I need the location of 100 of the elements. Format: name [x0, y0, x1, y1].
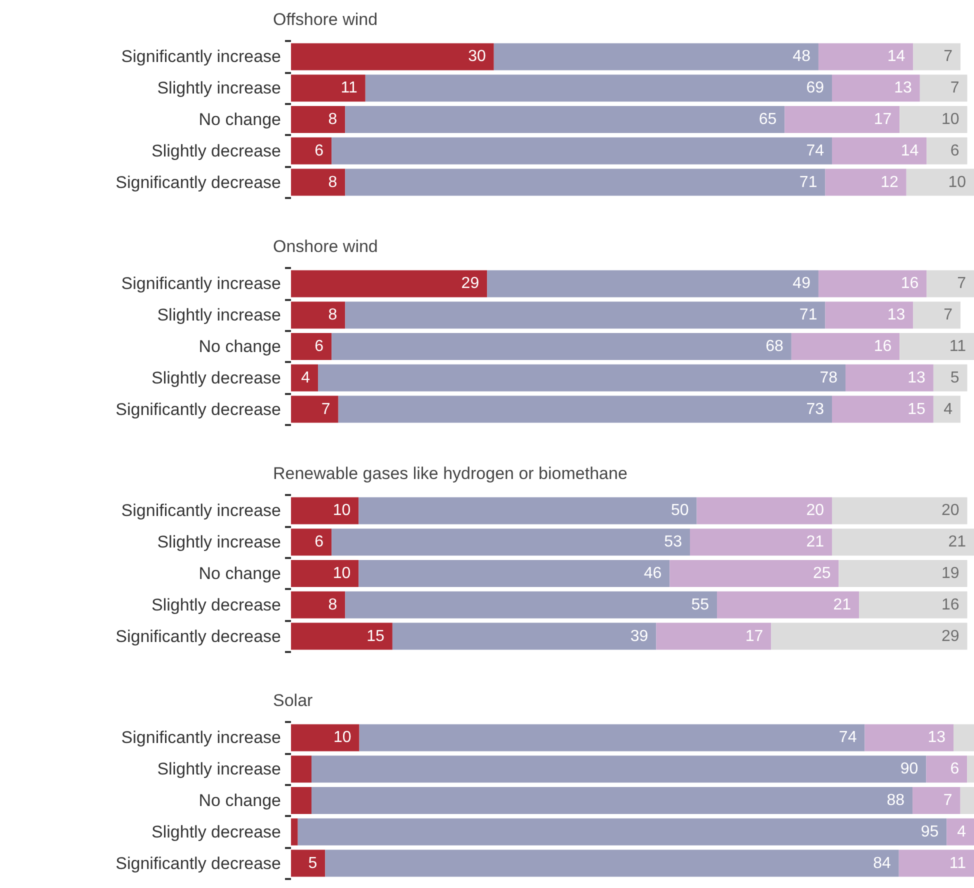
data-label: 71: [799, 174, 818, 191]
bar: [920, 74, 968, 102]
data-label: 68: [766, 338, 784, 355]
bar: [832, 396, 934, 423]
bar: [926, 270, 974, 298]
y-tick-label: Significantly decrease: [116, 172, 281, 192]
bar: [494, 43, 818, 70]
bar: [298, 818, 947, 846]
data-label: 74: [838, 729, 857, 746]
data-label: 21: [806, 534, 824, 551]
data-label: 90: [900, 760, 918, 778]
data-label: 8: [328, 596, 338, 614]
bar: [311, 756, 926, 783]
bar: [913, 43, 960, 70]
bar: [291, 302, 346, 329]
bar: [487, 270, 818, 298]
data-label: 74: [806, 142, 824, 160]
data-label: 4: [301, 369, 310, 386]
data-label: 49: [792, 275, 811, 292]
y-tick-label: No change: [198, 337, 281, 356]
chart-title: Renewable gases like hydrogen or biomethane: [273, 464, 628, 483]
bar: [291, 137, 332, 164]
bar: [332, 137, 832, 164]
bar: [859, 591, 968, 618]
bar: [696, 497, 832, 524]
data-label: 7: [944, 48, 953, 66]
bar: [818, 270, 927, 298]
bar: [291, 74, 366, 102]
data-label: 10: [334, 729, 352, 746]
data-label: 29: [941, 628, 960, 645]
data-label: 46: [644, 565, 662, 582]
bar: [332, 333, 792, 360]
data-label: 16: [900, 275, 919, 292]
y-tick-label: Significantly decrease: [116, 400, 281, 419]
y-tick-label: Significantly decrease: [116, 854, 281, 873]
bar: [791, 333, 900, 360]
data-label: 20: [806, 502, 824, 520]
data-label: 6: [314, 142, 324, 160]
y-tick-label: Slightly decrease: [152, 368, 281, 388]
bar: [913, 302, 960, 329]
bar: [318, 364, 846, 392]
data-label: 55: [691, 596, 710, 614]
chart-title: Offshore wind: [273, 10, 378, 29]
bar: [345, 591, 718, 618]
data-label: 6: [314, 534, 324, 551]
y-tick-label: No change: [198, 791, 281, 810]
bar: [291, 528, 332, 556]
data-label: 13: [928, 729, 946, 746]
data-label: 5: [950, 369, 960, 386]
bar: [291, 560, 359, 587]
data-label: 10: [332, 502, 351, 520]
y-tick-label: Slightly decrease: [152, 141, 281, 160]
data-label: 10: [941, 111, 960, 128]
data-label: 11: [949, 338, 966, 355]
data-label: 84: [873, 854, 891, 872]
bar: [345, 106, 785, 133]
bar: [898, 850, 974, 877]
data-label: 16: [874, 338, 892, 355]
bar: [325, 850, 899, 877]
data-label: 53: [664, 534, 682, 551]
bar: [846, 364, 934, 392]
bar: [933, 396, 960, 423]
bar: [832, 137, 927, 164]
data-label: 7: [943, 792, 952, 809]
bar: [291, 106, 346, 133]
bar: [291, 168, 346, 196]
data-label: 8: [328, 174, 338, 191]
bar: [365, 74, 832, 102]
data-label: 7: [944, 306, 953, 324]
chart-title: Solar: [273, 691, 314, 710]
bar: [345, 302, 826, 329]
bar: [656, 622, 772, 650]
bar: [358, 560, 670, 587]
data-label: 11: [949, 854, 966, 872]
data-label: 7: [950, 80, 960, 97]
data-label: 14: [900, 142, 919, 160]
bar: [291, 591, 346, 618]
bar: [291, 818, 298, 846]
bar: [358, 497, 697, 524]
data-label: 13: [887, 306, 906, 324]
bar: [311, 787, 913, 814]
y-tick-label: Slightly increase: [157, 306, 281, 325]
data-label: 15: [908, 400, 926, 418]
bar: [900, 106, 968, 133]
data-label: 21: [948, 534, 966, 551]
data-label: 15: [366, 628, 385, 645]
y-tick-label: Slightly increase: [157, 78, 281, 98]
data-label: 48: [792, 48, 811, 66]
bar: [291, 43, 494, 70]
bar: [690, 528, 832, 556]
y-tick-label: Significantly increase: [121, 728, 281, 748]
bar: [838, 560, 968, 587]
bar: [291, 622, 392, 650]
y-tick-label: Slightly increase: [157, 532, 281, 552]
data-label: 7: [957, 275, 966, 292]
bar: [926, 137, 968, 164]
data-label: 7: [321, 400, 330, 418]
data-label: 73: [806, 400, 824, 418]
data-label: 69: [806, 80, 824, 97]
data-label: 8: [328, 111, 338, 128]
